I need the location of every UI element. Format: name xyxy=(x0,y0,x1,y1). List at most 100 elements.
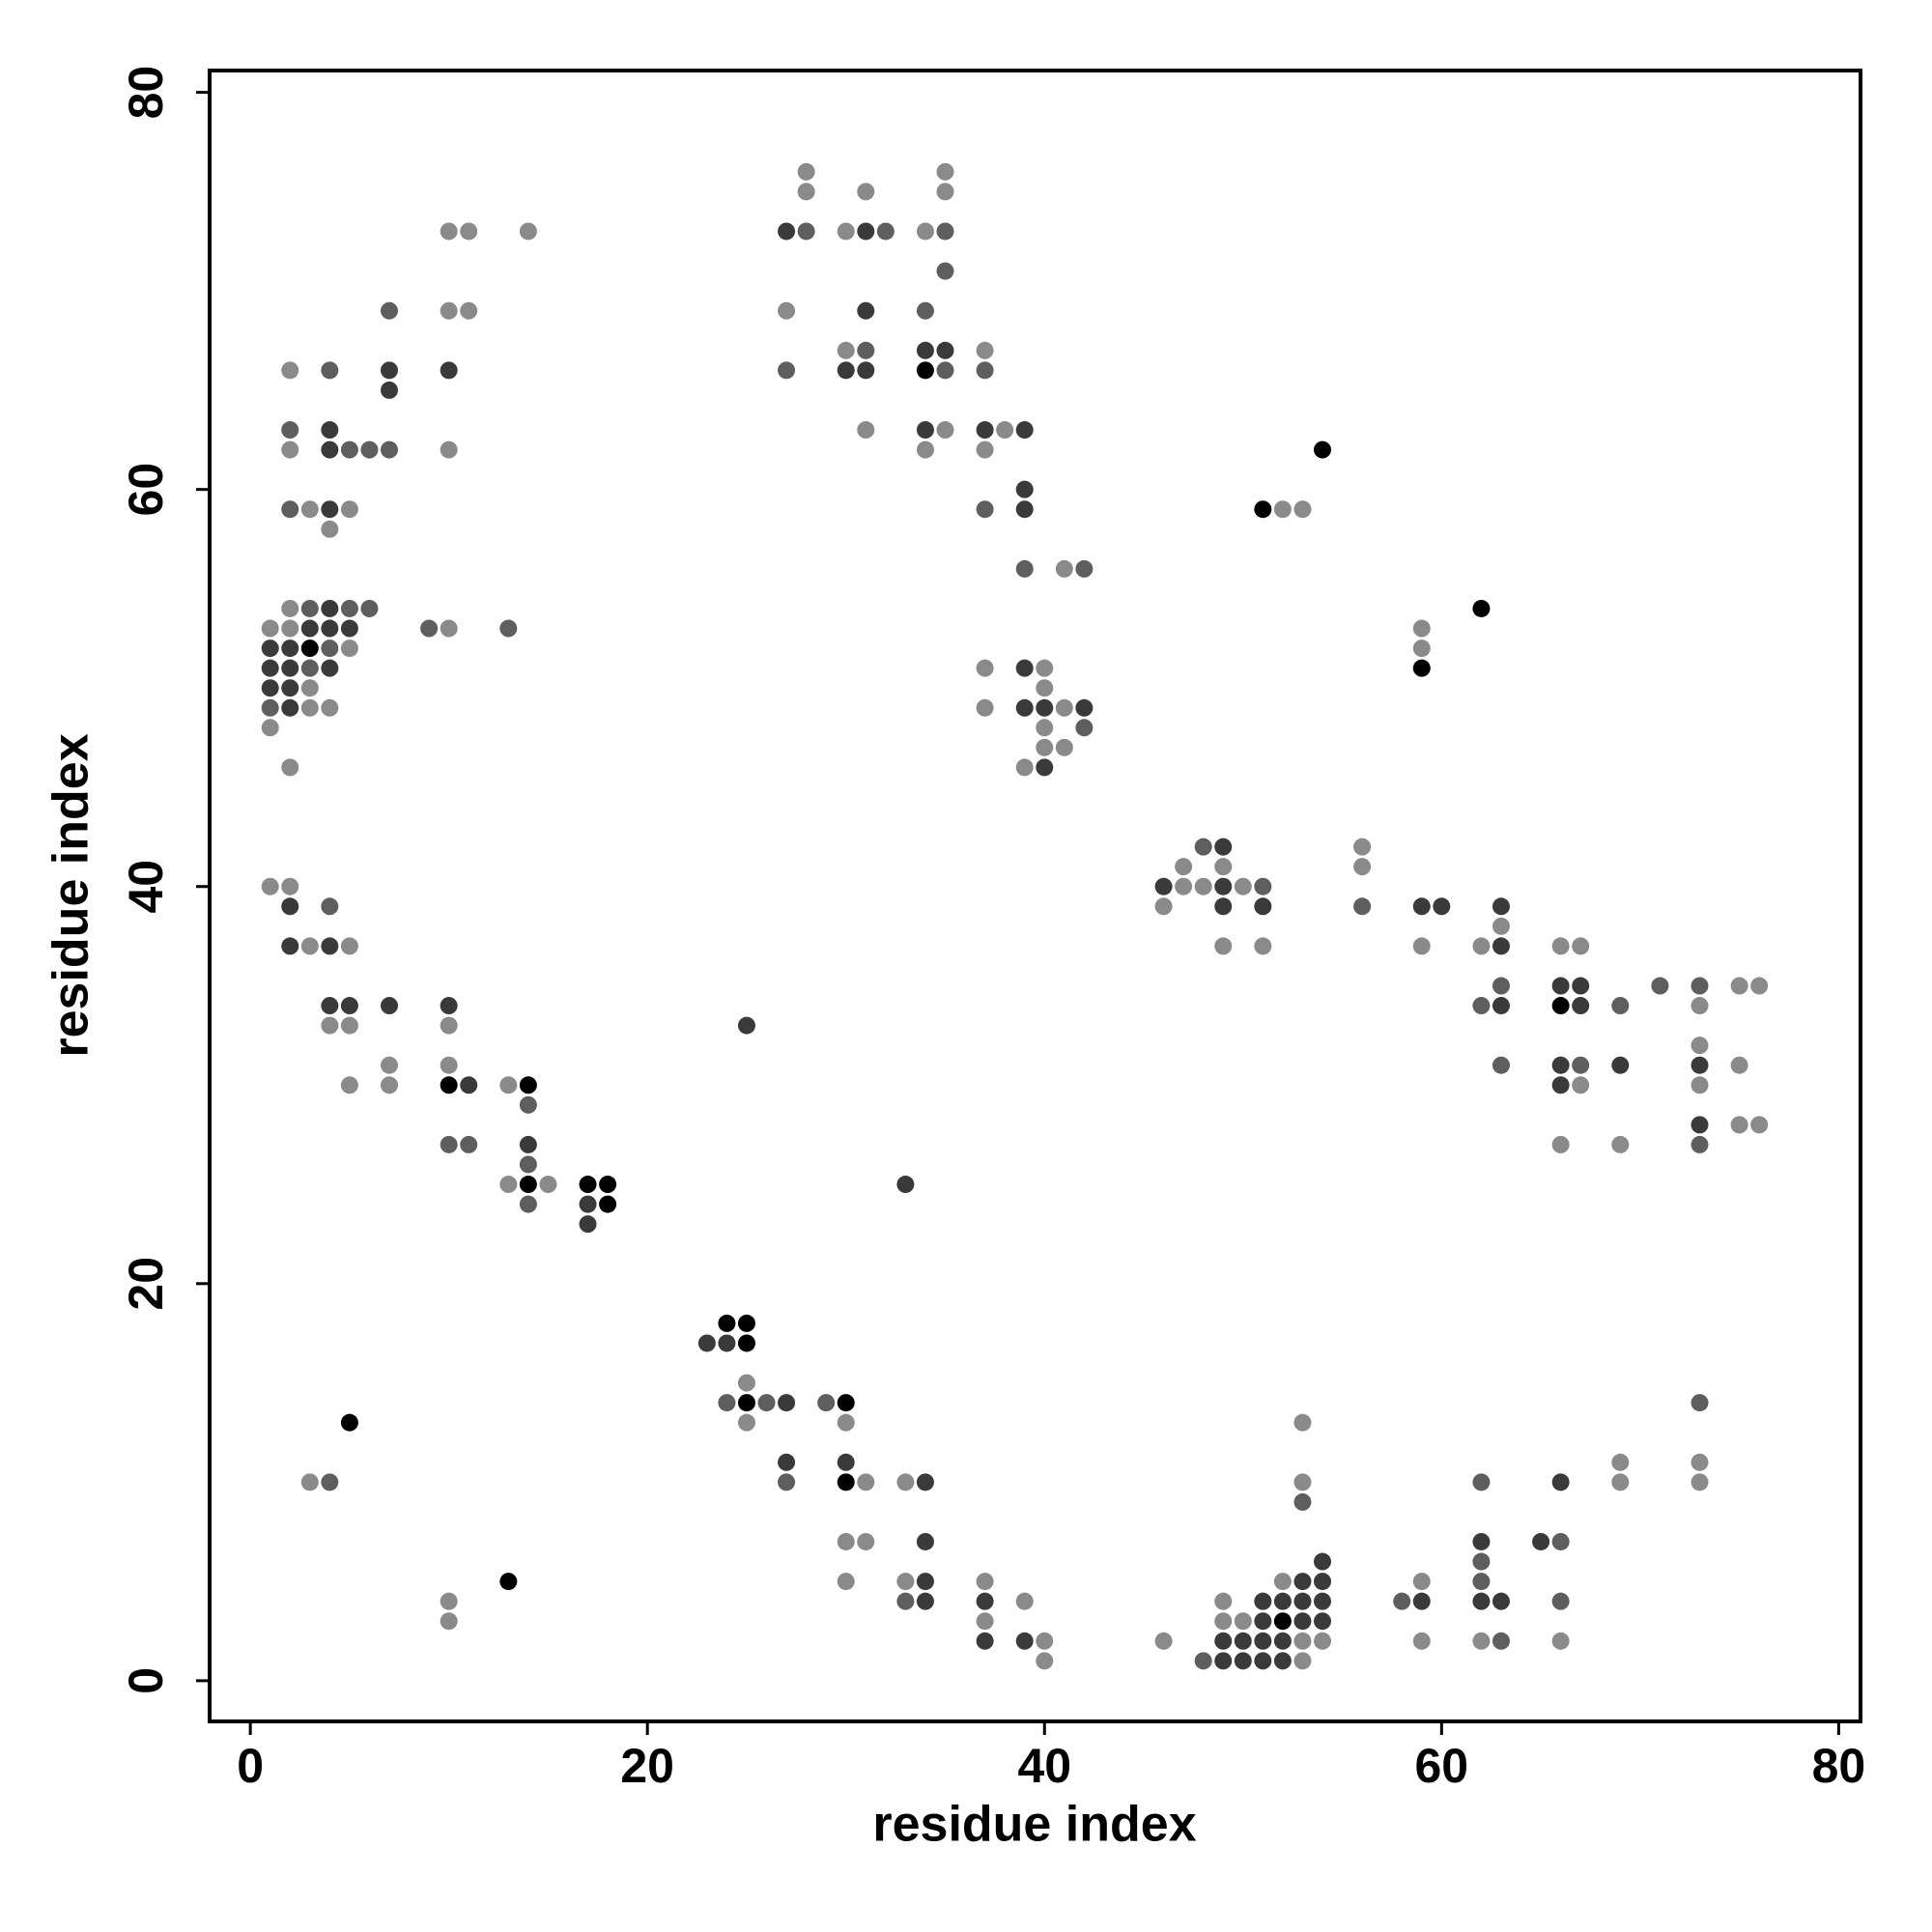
point xyxy=(1551,997,1570,1015)
point xyxy=(797,222,815,241)
point xyxy=(440,1135,458,1153)
point xyxy=(499,1076,518,1094)
point xyxy=(340,639,358,658)
point xyxy=(519,1135,537,1153)
point xyxy=(1234,1612,1252,1631)
point xyxy=(857,1532,875,1550)
point xyxy=(1175,877,1193,895)
point xyxy=(300,500,319,519)
point xyxy=(1472,1552,1491,1571)
point xyxy=(281,500,299,519)
point xyxy=(381,1076,399,1094)
point xyxy=(737,1413,755,1432)
point xyxy=(1015,1592,1034,1610)
point xyxy=(1254,1612,1272,1631)
point xyxy=(281,659,299,677)
point xyxy=(300,937,319,955)
point xyxy=(1472,1473,1491,1492)
point xyxy=(281,421,299,440)
point xyxy=(1492,897,1510,916)
point xyxy=(837,1394,855,1412)
point xyxy=(857,1473,875,1492)
point xyxy=(440,997,458,1015)
point xyxy=(1036,1632,1054,1650)
point xyxy=(697,1334,716,1352)
point xyxy=(1214,877,1233,895)
point xyxy=(936,421,954,440)
point xyxy=(737,1016,755,1035)
point xyxy=(1412,1573,1431,1591)
point xyxy=(1472,1592,1491,1610)
point xyxy=(1393,1592,1411,1610)
x-axis-label: residue index xyxy=(872,1797,1196,1853)
point xyxy=(737,1314,755,1332)
point xyxy=(321,440,339,459)
point xyxy=(300,698,319,717)
point xyxy=(321,1473,339,1492)
point xyxy=(360,440,379,459)
point xyxy=(499,619,518,638)
point xyxy=(778,301,796,320)
point xyxy=(1214,1612,1233,1631)
point xyxy=(1472,1573,1491,1591)
point xyxy=(261,619,279,638)
point xyxy=(837,1473,855,1492)
point xyxy=(1293,1473,1312,1492)
point xyxy=(916,440,934,459)
point xyxy=(896,1573,915,1591)
point xyxy=(1036,738,1054,756)
point xyxy=(778,1453,796,1471)
point xyxy=(778,1473,796,1492)
point xyxy=(916,1532,934,1550)
point xyxy=(1412,1592,1431,1610)
point xyxy=(321,599,339,617)
point xyxy=(519,1195,537,1213)
point xyxy=(460,1076,478,1094)
point xyxy=(519,1176,537,1194)
point xyxy=(1015,1632,1034,1650)
point xyxy=(1314,1573,1332,1591)
point xyxy=(1551,1135,1570,1153)
point xyxy=(1690,1453,1709,1471)
point xyxy=(976,421,994,440)
point xyxy=(321,997,339,1015)
point xyxy=(499,1176,518,1194)
point xyxy=(440,361,458,380)
point xyxy=(916,301,934,320)
point xyxy=(460,222,478,241)
point xyxy=(321,619,339,638)
point xyxy=(340,1076,358,1094)
point xyxy=(321,361,339,380)
point xyxy=(896,1592,915,1610)
point xyxy=(857,222,875,241)
point xyxy=(1492,977,1510,995)
point xyxy=(916,1573,934,1591)
point xyxy=(1036,659,1054,677)
point xyxy=(340,997,358,1015)
y-tick-label: 60 xyxy=(119,463,173,517)
point xyxy=(1690,1473,1709,1492)
point xyxy=(460,301,478,320)
point xyxy=(381,440,399,459)
point xyxy=(1254,1652,1272,1670)
point xyxy=(1314,1592,1332,1610)
point xyxy=(837,1413,855,1432)
point xyxy=(1075,698,1094,717)
point xyxy=(300,599,319,617)
point xyxy=(261,877,279,895)
point xyxy=(281,619,299,638)
point xyxy=(1273,1573,1292,1591)
point xyxy=(1472,997,1491,1015)
point xyxy=(757,1394,776,1412)
point xyxy=(1075,719,1094,737)
point xyxy=(1314,440,1332,459)
point xyxy=(976,341,994,359)
y-axis-label: residue index xyxy=(43,733,99,1057)
point xyxy=(1036,1652,1054,1670)
plot-frame xyxy=(208,69,1862,1723)
point xyxy=(321,897,339,916)
point xyxy=(916,341,934,359)
point xyxy=(499,1573,518,1591)
x-tick-label: 40 xyxy=(1017,1739,1071,1793)
point xyxy=(1214,838,1233,856)
